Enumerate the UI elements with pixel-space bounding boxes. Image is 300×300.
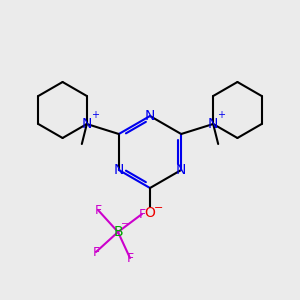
Text: F: F: [138, 208, 146, 220]
Text: N: N: [82, 117, 92, 131]
Text: +: +: [217, 110, 225, 120]
Text: N: N: [176, 163, 186, 177]
Text: B: B: [113, 225, 123, 239]
Text: N: N: [208, 117, 218, 131]
Text: −: −: [121, 219, 129, 229]
Text: −: −: [154, 203, 164, 213]
Text: F: F: [94, 203, 102, 217]
Text: F: F: [126, 251, 134, 265]
Text: N: N: [145, 109, 155, 123]
Text: +: +: [91, 110, 99, 120]
Text: F: F: [92, 245, 100, 259]
Text: N: N: [114, 163, 124, 177]
Text: O: O: [145, 206, 155, 220]
